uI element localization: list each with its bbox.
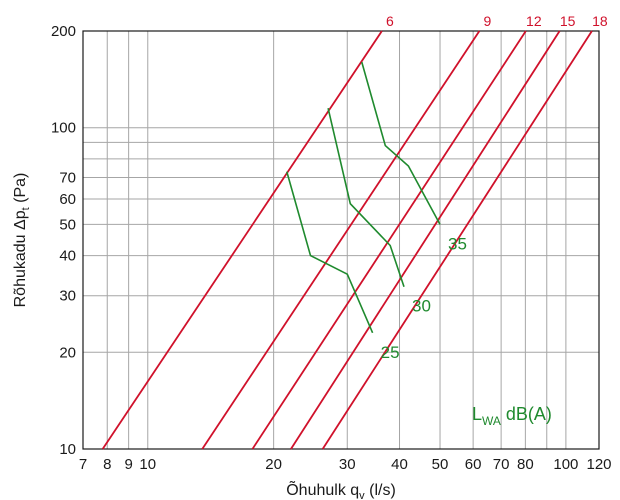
x-tick-100: 100 bbox=[553, 456, 578, 473]
x-tick-70: 70 bbox=[493, 456, 510, 473]
y-tick-20: 20 bbox=[59, 344, 76, 361]
x-tick-20: 20 bbox=[265, 456, 282, 473]
red-line-15 bbox=[290, 30, 561, 450]
x-tick-labels: 7 8 9 10 20 30 40 50 60 70 80 100 120 bbox=[79, 456, 612, 473]
green-series-labels: 35 30 25 bbox=[381, 234, 467, 361]
y-axis-label: Rõhukadu Δpt (Pa) bbox=[12, 173, 32, 308]
x-axis-label-sub: v bbox=[359, 490, 365, 500]
annotation-lwa-main: L bbox=[472, 404, 482, 424]
y-tick-labels: 10 20 30 40 50 60 70 100 200 bbox=[51, 23, 76, 458]
red-label-15: 15 bbox=[560, 13, 576, 29]
green-series-lines bbox=[286, 61, 441, 334]
x-tick-80: 80 bbox=[517, 456, 534, 473]
x-tick-40: 40 bbox=[391, 456, 408, 473]
y-tick-100: 100 bbox=[51, 120, 76, 137]
x-axis-label-unit: (l/s) bbox=[369, 482, 396, 499]
y-tick-50: 50 bbox=[59, 216, 76, 233]
y-axis-label-sub: t bbox=[20, 207, 32, 210]
red-line-18 bbox=[321, 30, 593, 450]
green-line-25 bbox=[286, 171, 374, 334]
y-axis-label-symbol: Δp bbox=[12, 210, 29, 230]
y-tick-70: 70 bbox=[59, 169, 76, 186]
x-tick-50: 50 bbox=[432, 456, 449, 473]
annotation-lwa-suffix: dB(A) bbox=[501, 404, 552, 424]
x-tick-30: 30 bbox=[339, 456, 356, 473]
green-label-25: 25 bbox=[381, 343, 400, 362]
y-axis-label-text: Rõhukadu bbox=[12, 234, 29, 307]
x-tick-120: 120 bbox=[586, 456, 611, 473]
red-line-6 bbox=[101, 30, 383, 450]
green-line-30 bbox=[327, 108, 405, 287]
green-label-35: 35 bbox=[448, 234, 467, 253]
x-axis-label-symbol: q bbox=[350, 482, 359, 499]
x-tick-10: 10 bbox=[139, 456, 156, 473]
red-line-12 bbox=[251, 30, 527, 450]
red-label-6: 6 bbox=[386, 13, 394, 29]
x-axis-label-text: Õhuhulk bbox=[286, 479, 347, 499]
x-tick-60: 60 bbox=[465, 456, 482, 473]
x-tick-9: 9 bbox=[124, 456, 132, 473]
y-axis-label-unit: (Pa) bbox=[12, 173, 29, 203]
y-tick-200: 200 bbox=[51, 23, 76, 40]
red-label-18: 18 bbox=[592, 13, 608, 29]
annotation-lwa: LWA dB(A) bbox=[472, 404, 552, 428]
red-series-labels: 6 9 12 15 18 bbox=[386, 13, 608, 29]
y-tick-60: 60 bbox=[59, 191, 76, 208]
red-label-12: 12 bbox=[526, 13, 542, 29]
x-tick-8: 8 bbox=[103, 456, 111, 473]
red-label-9: 9 bbox=[483, 13, 491, 29]
y-tick-10: 10 bbox=[59, 441, 76, 458]
y-tick-40: 40 bbox=[59, 248, 76, 265]
annotation-lwa-sub: WA bbox=[482, 414, 501, 428]
plot-frame bbox=[82, 30, 600, 450]
x-axis-label: Õhuhulk qv (l/s) bbox=[286, 479, 396, 500]
green-label-30: 30 bbox=[412, 297, 431, 316]
x-tick-7: 7 bbox=[79, 456, 87, 473]
red-series-lines bbox=[101, 30, 593, 450]
red-line-9 bbox=[201, 30, 481, 450]
green-line-35 bbox=[361, 61, 441, 225]
y-tick-30: 30 bbox=[59, 288, 76, 305]
